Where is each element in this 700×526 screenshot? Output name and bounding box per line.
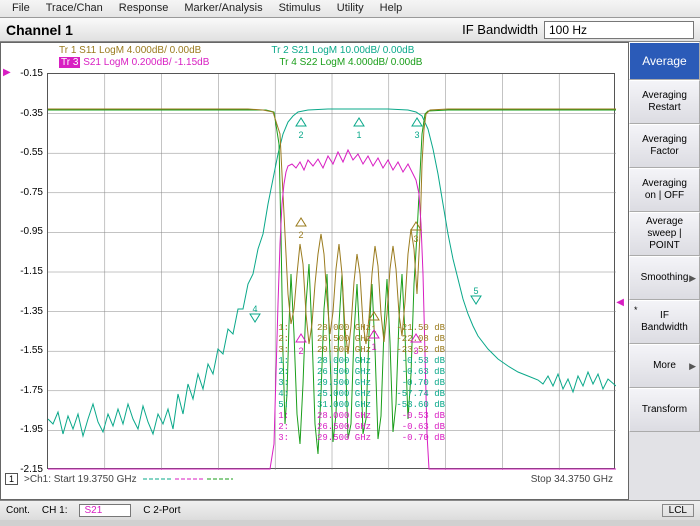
marker-row: 5:31.000 GHz-53.60 dB bbox=[271, 400, 445, 411]
svg-text:2: 2 bbox=[298, 130, 303, 140]
menu-markeranalysis[interactable]: Marker/Analysis bbox=[176, 0, 270, 17]
menu-bar: FileTrace/ChanResponseMarker/AnalysisSti… bbox=[0, 0, 700, 18]
menu-response[interactable]: Response bbox=[111, 0, 177, 17]
marker-row: 3:29.500 GHz-23.52 dB bbox=[271, 345, 445, 356]
marker-table: 1:28.000 GHz-21.50 dB2:26.500 GHz-22.08 … bbox=[271, 323, 445, 444]
softkey-more[interactable]: More▶ bbox=[629, 344, 700, 388]
plot-panel: ▶ ◀ Tr 1 S11 LogM 4.000dB/ 0.00dB Tr 2 S… bbox=[0, 42, 629, 500]
status-s21[interactable]: S21 bbox=[79, 504, 131, 517]
trace-3-label: Tr 3 S21 LogM 0.200dB/ -1.15dB bbox=[59, 57, 209, 69]
svg-text:4: 4 bbox=[252, 304, 257, 314]
header-bar: Channel 1 IF Bandwidth bbox=[0, 18, 700, 42]
softkey-if-bandwidth[interactable]: *IFBandwidth bbox=[629, 300, 700, 344]
softkey-transform[interactable]: Transform bbox=[629, 388, 700, 432]
marker-row: 3:29.500 GHz-0.70 dB bbox=[271, 378, 445, 389]
trace-2-label: Tr 2 S21 LogM 10.00dB/ 0.00dB bbox=[271, 45, 414, 57]
trace-1-label: Tr 1 S11 LogM 4.000dB/ 0.00dB bbox=[59, 45, 201, 57]
stop-freq-label: Stop 34.3750 GHz bbox=[531, 474, 613, 485]
svg-text:2: 2 bbox=[298, 230, 303, 240]
legend-lines-icon bbox=[143, 474, 233, 484]
marker-row: 2:26.500 GHz-0.63 dB bbox=[271, 422, 445, 433]
svg-text:3: 3 bbox=[414, 130, 419, 140]
marker-row: 2:26.500 GHz-22.08 dB bbox=[271, 334, 445, 345]
svg-text:5: 5 bbox=[473, 286, 478, 296]
svg-text:3: 3 bbox=[413, 234, 418, 244]
marker-row: 1:28.000 GHz-0.53 dB bbox=[271, 356, 445, 367]
channel-box[interactable]: 1 bbox=[5, 473, 18, 485]
marker-row: 2:26.500 GHz-0.63 dB bbox=[271, 367, 445, 378]
trace-flag-right: ◀ bbox=[616, 297, 624, 308]
softkey-sidebar: AverageAveragingRestartAveragingFactorAv… bbox=[629, 42, 700, 500]
menu-help[interactable]: Help bbox=[372, 0, 411, 17]
softkey-smoothing[interactable]: Smoothing▶ bbox=[629, 256, 700, 300]
menu-tracechan[interactable]: Trace/Chan bbox=[38, 0, 111, 17]
trace-4-label: Tr 4 S22 LogM 4.000dB/ 0.00dB bbox=[279, 57, 422, 69]
menu-utility[interactable]: Utility bbox=[329, 0, 372, 17]
menu-stimulus[interactable]: Stimulus bbox=[271, 0, 329, 17]
status-ch: CH 1: bbox=[42, 505, 68, 516]
channel-title: Channel 1 bbox=[6, 22, 462, 38]
status-bar: Cont. CH 1: S21 C 2-Port LCL bbox=[0, 500, 700, 520]
marker-row: 1:28.000 GHz-0.53 dB bbox=[271, 411, 445, 422]
menu-file[interactable]: File bbox=[4, 0, 38, 17]
softkey-averaging-on---off[interactable]: Averagingon | OFF bbox=[629, 168, 700, 212]
softkey-average-sweep---point[interactable]: Averagesweep | POINT bbox=[629, 212, 700, 256]
softkey-averaging-restart[interactable]: AveragingRestart bbox=[629, 80, 700, 124]
svg-text:1: 1 bbox=[356, 130, 361, 140]
y-axis-labels: -0.15-0.35-0.55-0.75-0.95-1.15-1.35-1.55… bbox=[7, 73, 45, 469]
chart-footer: 1 >Ch1: Start 19.3750 GHz Stop 34.3750 G… bbox=[5, 473, 617, 485]
marker-row: 3:29.500 GHz-0.70 dB bbox=[271, 433, 445, 444]
start-freq-label: >Ch1: Start 19.3750 GHz bbox=[24, 474, 137, 485]
marker-row: 1:28.000 GHz-21.50 dB bbox=[271, 323, 445, 334]
trace-labels: Tr 1 S11 LogM 4.000dB/ 0.00dB Tr 2 S21 L… bbox=[59, 45, 422, 69]
ifbw-label: IF Bandwidth bbox=[462, 22, 538, 37]
status-cont: Cont. bbox=[6, 505, 30, 516]
marker-row: 4:25.000 GHz-57.74 dB bbox=[271, 389, 445, 400]
status-port: C 2-Port bbox=[143, 505, 180, 516]
ifbw-input[interactable] bbox=[544, 21, 694, 39]
status-lcl: LCL bbox=[662, 504, 694, 517]
softkey-averaging-factor[interactable]: AveragingFactor bbox=[629, 124, 700, 168]
softkey-average[interactable]: Average bbox=[629, 42, 700, 80]
